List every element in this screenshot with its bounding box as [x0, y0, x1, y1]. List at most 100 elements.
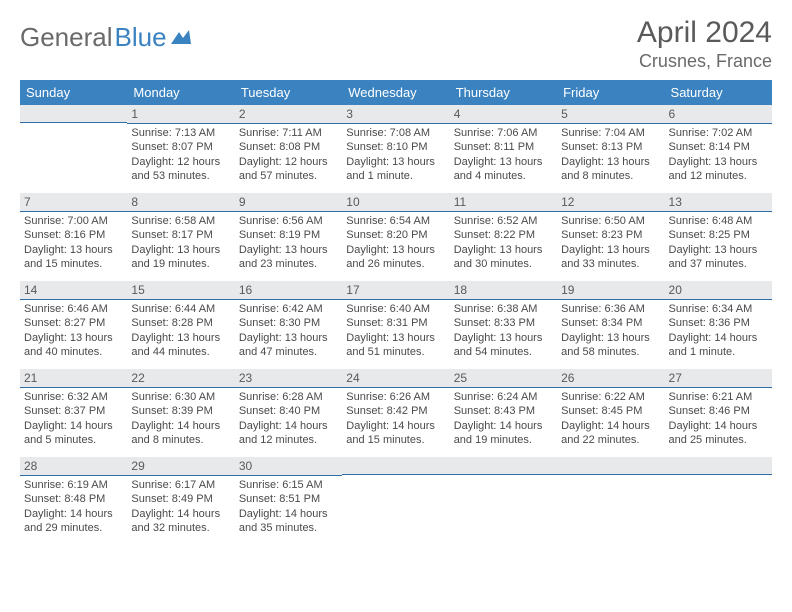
sunrise-text: Sunrise: 6:15 AM: [239, 478, 338, 492]
sunset-text: Sunset: 8:42 PM: [346, 404, 445, 418]
daylight-text: Daylight: 13 hours and 58 minutes.: [561, 331, 660, 360]
daylight-text: Daylight: 13 hours and 19 minutes.: [131, 243, 230, 272]
day-number: 20: [665, 281, 772, 300]
daylight-text: Daylight: 13 hours and 51 minutes.: [346, 331, 445, 360]
day-details: Sunrise: 6:52 AMSunset: 8:22 PMDaylight:…: [450, 212, 557, 281]
weekday-header: Wednesday: [342, 80, 449, 105]
day-number: 30: [235, 457, 342, 476]
daylight-text: Daylight: 13 hours and 40 minutes.: [24, 331, 123, 360]
calendar-day-cell: 10Sunrise: 6:54 AMSunset: 8:20 PMDayligh…: [342, 193, 449, 281]
daylight-text: Daylight: 12 hours and 53 minutes.: [131, 155, 230, 184]
day-details: Sunrise: 7:06 AMSunset: 8:11 PMDaylight:…: [450, 124, 557, 193]
calendar-day-cell: 13Sunrise: 6:48 AMSunset: 8:25 PMDayligh…: [665, 193, 772, 281]
calendar-week-row: 14Sunrise: 6:46 AMSunset: 8:27 PMDayligh…: [20, 281, 772, 369]
weekday-header: Monday: [127, 80, 234, 105]
daylight-text: Daylight: 13 hours and 12 minutes.: [669, 155, 768, 184]
day-details: Sunrise: 6:42 AMSunset: 8:30 PMDaylight:…: [235, 300, 342, 369]
sunset-text: Sunset: 8:45 PM: [561, 404, 660, 418]
day-number: 11: [450, 193, 557, 212]
sunset-text: Sunset: 8:37 PM: [24, 404, 123, 418]
day-details: Sunrise: 7:08 AMSunset: 8:10 PMDaylight:…: [342, 124, 449, 193]
sunset-text: Sunset: 8:14 PM: [669, 140, 768, 154]
calendar-day-cell: 29Sunrise: 6:17 AMSunset: 8:49 PMDayligh…: [127, 457, 234, 545]
day-details: Sunrise: 6:50 AMSunset: 8:23 PMDaylight:…: [557, 212, 664, 281]
calendar-day-cell: [665, 457, 772, 545]
day-details: Sunrise: 7:04 AMSunset: 8:13 PMDaylight:…: [557, 124, 664, 193]
sunrise-text: Sunrise: 6:34 AM: [669, 302, 768, 316]
location-label: Crusnes, France: [637, 51, 772, 72]
calendar-day-cell: 15Sunrise: 6:44 AMSunset: 8:28 PMDayligh…: [127, 281, 234, 369]
day-details: Sunrise: 6:26 AMSunset: 8:42 PMDaylight:…: [342, 388, 449, 457]
brand-logo: GeneralBlue: [20, 16, 193, 53]
day-number: 21: [20, 369, 127, 388]
sunset-text: Sunset: 8:16 PM: [24, 228, 123, 242]
sunrise-text: Sunrise: 6:24 AM: [454, 390, 553, 404]
weekday-header: Saturday: [665, 80, 772, 105]
calendar-day-cell: 20Sunrise: 6:34 AMSunset: 8:36 PMDayligh…: [665, 281, 772, 369]
title-block: April 2024 Crusnes, France: [637, 16, 772, 72]
sunrise-text: Sunrise: 7:06 AM: [454, 126, 553, 140]
sunset-text: Sunset: 8:46 PM: [669, 404, 768, 418]
sunrise-text: Sunrise: 6:50 AM: [561, 214, 660, 228]
calendar-day-cell: 4Sunrise: 7:06 AMSunset: 8:11 PMDaylight…: [450, 105, 557, 193]
calendar-week-row: 21Sunrise: 6:32 AMSunset: 8:37 PMDayligh…: [20, 369, 772, 457]
day-details: Sunrise: 6:24 AMSunset: 8:43 PMDaylight:…: [450, 388, 557, 457]
day-number: 29: [127, 457, 234, 476]
sunrise-text: Sunrise: 7:11 AM: [239, 126, 338, 140]
sunset-text: Sunset: 8:20 PM: [346, 228, 445, 242]
sunset-text: Sunset: 8:28 PM: [131, 316, 230, 330]
logo-text-general: General: [20, 22, 113, 53]
sunset-text: Sunset: 8:43 PM: [454, 404, 553, 418]
calendar-day-cell: 21Sunrise: 6:32 AMSunset: 8:37 PMDayligh…: [20, 369, 127, 457]
sunset-text: Sunset: 8:23 PM: [561, 228, 660, 242]
top-bar: GeneralBlue April 2024 Crusnes, France: [20, 16, 772, 72]
day-details: Sunrise: 6:28 AMSunset: 8:40 PMDaylight:…: [235, 388, 342, 457]
daylight-text: Daylight: 14 hours and 1 minute.: [669, 331, 768, 360]
sunrise-text: Sunrise: 6:44 AM: [131, 302, 230, 316]
sunset-text: Sunset: 8:13 PM: [561, 140, 660, 154]
calendar-day-cell: 7Sunrise: 7:00 AMSunset: 8:16 PMDaylight…: [20, 193, 127, 281]
calendar-day-cell: [557, 457, 664, 545]
sunset-text: Sunset: 8:31 PM: [346, 316, 445, 330]
calendar-day-cell: 6Sunrise: 7:02 AMSunset: 8:14 PMDaylight…: [665, 105, 772, 193]
calendar-day-cell: [342, 457, 449, 545]
daylight-text: Daylight: 14 hours and 25 minutes.: [669, 419, 768, 448]
calendar-day-cell: 12Sunrise: 6:50 AMSunset: 8:23 PMDayligh…: [557, 193, 664, 281]
day-number: 5: [557, 105, 664, 124]
day-details: Sunrise: 6:17 AMSunset: 8:49 PMDaylight:…: [127, 476, 234, 545]
day-number: 4: [450, 105, 557, 124]
day-number: 14: [20, 281, 127, 300]
sunset-text: Sunset: 8:51 PM: [239, 492, 338, 506]
daylight-text: Daylight: 14 hours and 32 minutes.: [131, 507, 230, 536]
calendar-day-cell: 5Sunrise: 7:04 AMSunset: 8:13 PMDaylight…: [557, 105, 664, 193]
sunset-text: Sunset: 8:19 PM: [239, 228, 338, 242]
calendar-day-cell: 16Sunrise: 6:42 AMSunset: 8:30 PMDayligh…: [235, 281, 342, 369]
day-number: 22: [127, 369, 234, 388]
day-number: 25: [450, 369, 557, 388]
weekday-header: Sunday: [20, 80, 127, 105]
sunset-text: Sunset: 8:34 PM: [561, 316, 660, 330]
sunset-text: Sunset: 8:17 PM: [131, 228, 230, 242]
sunset-text: Sunset: 8:40 PM: [239, 404, 338, 418]
day-details: Sunrise: 6:58 AMSunset: 8:17 PMDaylight:…: [127, 212, 234, 281]
day-number: [342, 457, 449, 475]
logo-text-blue: Blue: [115, 22, 167, 53]
day-number: 1: [127, 105, 234, 124]
calendar-header-row: Sunday Monday Tuesday Wednesday Thursday…: [20, 80, 772, 105]
daylight-text: Daylight: 13 hours and 33 minutes.: [561, 243, 660, 272]
logo-wave-icon: [169, 26, 193, 50]
calendar-day-cell: 26Sunrise: 6:22 AMSunset: 8:45 PMDayligh…: [557, 369, 664, 457]
sunrise-text: Sunrise: 6:42 AM: [239, 302, 338, 316]
day-details: Sunrise: 6:36 AMSunset: 8:34 PMDaylight:…: [557, 300, 664, 369]
sunrise-text: Sunrise: 7:02 AM: [669, 126, 768, 140]
sunrise-text: Sunrise: 6:26 AM: [346, 390, 445, 404]
calendar-day-cell: 22Sunrise: 6:30 AMSunset: 8:39 PMDayligh…: [127, 369, 234, 457]
weekday-header: Thursday: [450, 80, 557, 105]
day-details: Sunrise: 6:32 AMSunset: 8:37 PMDaylight:…: [20, 388, 127, 457]
day-number: [665, 457, 772, 475]
calendar-day-cell: 11Sunrise: 6:52 AMSunset: 8:22 PMDayligh…: [450, 193, 557, 281]
daylight-text: Daylight: 13 hours and 15 minutes.: [24, 243, 123, 272]
daylight-text: Daylight: 14 hours and 5 minutes.: [24, 419, 123, 448]
daylight-text: Daylight: 14 hours and 12 minutes.: [239, 419, 338, 448]
daylight-text: Daylight: 13 hours and 37 minutes.: [669, 243, 768, 272]
